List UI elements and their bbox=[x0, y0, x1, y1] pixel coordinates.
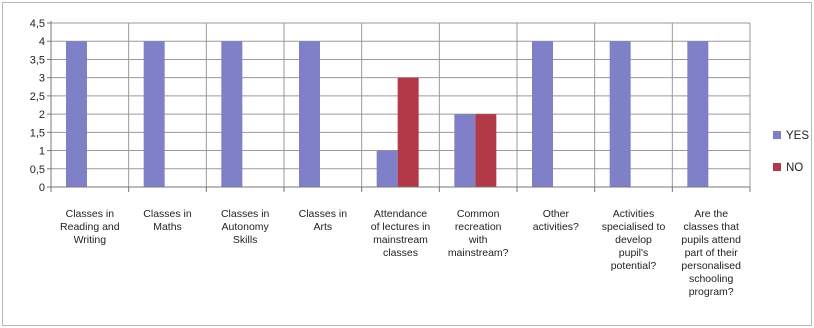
y-tick-label: 0 bbox=[39, 182, 45, 194]
bar-yes bbox=[66, 41, 87, 187]
legend-swatch-yes bbox=[773, 131, 781, 139]
x-category-label: Common recreation with mainstream? bbox=[448, 208, 509, 259]
legend: YES NO bbox=[773, 130, 809, 174]
x-category-label: Classes in Autonomy Skills bbox=[221, 208, 270, 246]
bar-no bbox=[475, 114, 497, 187]
bar-yes bbox=[221, 41, 243, 187]
bar-chart: 0 0,5 1 1,5 2 2,5 3 3,5 4 4,5 Classes in Reading a… bbox=[30, 18, 810, 298]
y-tick-label: 1 bbox=[39, 146, 45, 158]
legend-label-yes: YES bbox=[786, 130, 809, 142]
x-category-label: Are the classes that pupils attend part of … bbox=[681, 208, 741, 298]
x-category-label: Activities specialised to develop pupil's po… bbox=[602, 208, 666, 272]
x-category-label: Classes in Maths bbox=[143, 208, 192, 233]
legend-label-no: NO bbox=[786, 162, 803, 174]
y-tick-label: 2,5 bbox=[30, 91, 45, 103]
bar-no bbox=[397, 77, 419, 187]
bar-yes bbox=[299, 41, 320, 187]
y-tick-label: 4 bbox=[39, 36, 45, 48]
y-tick-label: 3 bbox=[39, 73, 45, 85]
bar-yes bbox=[376, 150, 398, 187]
x-category-label: Classes in Reading and Writing bbox=[60, 208, 120, 246]
x-category-label: Attendance of lectures in mainstream classe… bbox=[371, 208, 431, 259]
bar-yes bbox=[454, 114, 476, 187]
bar-yes bbox=[609, 41, 631, 187]
y-tick-labels: 0 0,5 1 1,5 2 2,5 3 3,5 4 4,5 bbox=[30, 18, 45, 194]
x-category-labels: Classes in Reading and Writing Classes in Ma… bbox=[60, 208, 741, 298]
y-tick-label: 0,5 bbox=[30, 164, 45, 176]
bars bbox=[66, 41, 709, 187]
x-category-label: Other activities? bbox=[533, 208, 579, 233]
y-tick-label: 3,5 bbox=[30, 54, 45, 66]
x-category-label: Classes in Arts bbox=[299, 208, 348, 233]
y-tick-label: 1,5 bbox=[30, 127, 45, 139]
bar-yes bbox=[143, 41, 165, 187]
bar-yes bbox=[532, 41, 553, 187]
y-tick-label: 2 bbox=[39, 109, 45, 121]
legend-swatch-no bbox=[773, 163, 781, 171]
axes bbox=[47, 21, 751, 192]
bar-yes bbox=[687, 41, 709, 187]
y-tick-label: 4,5 bbox=[30, 18, 45, 30]
